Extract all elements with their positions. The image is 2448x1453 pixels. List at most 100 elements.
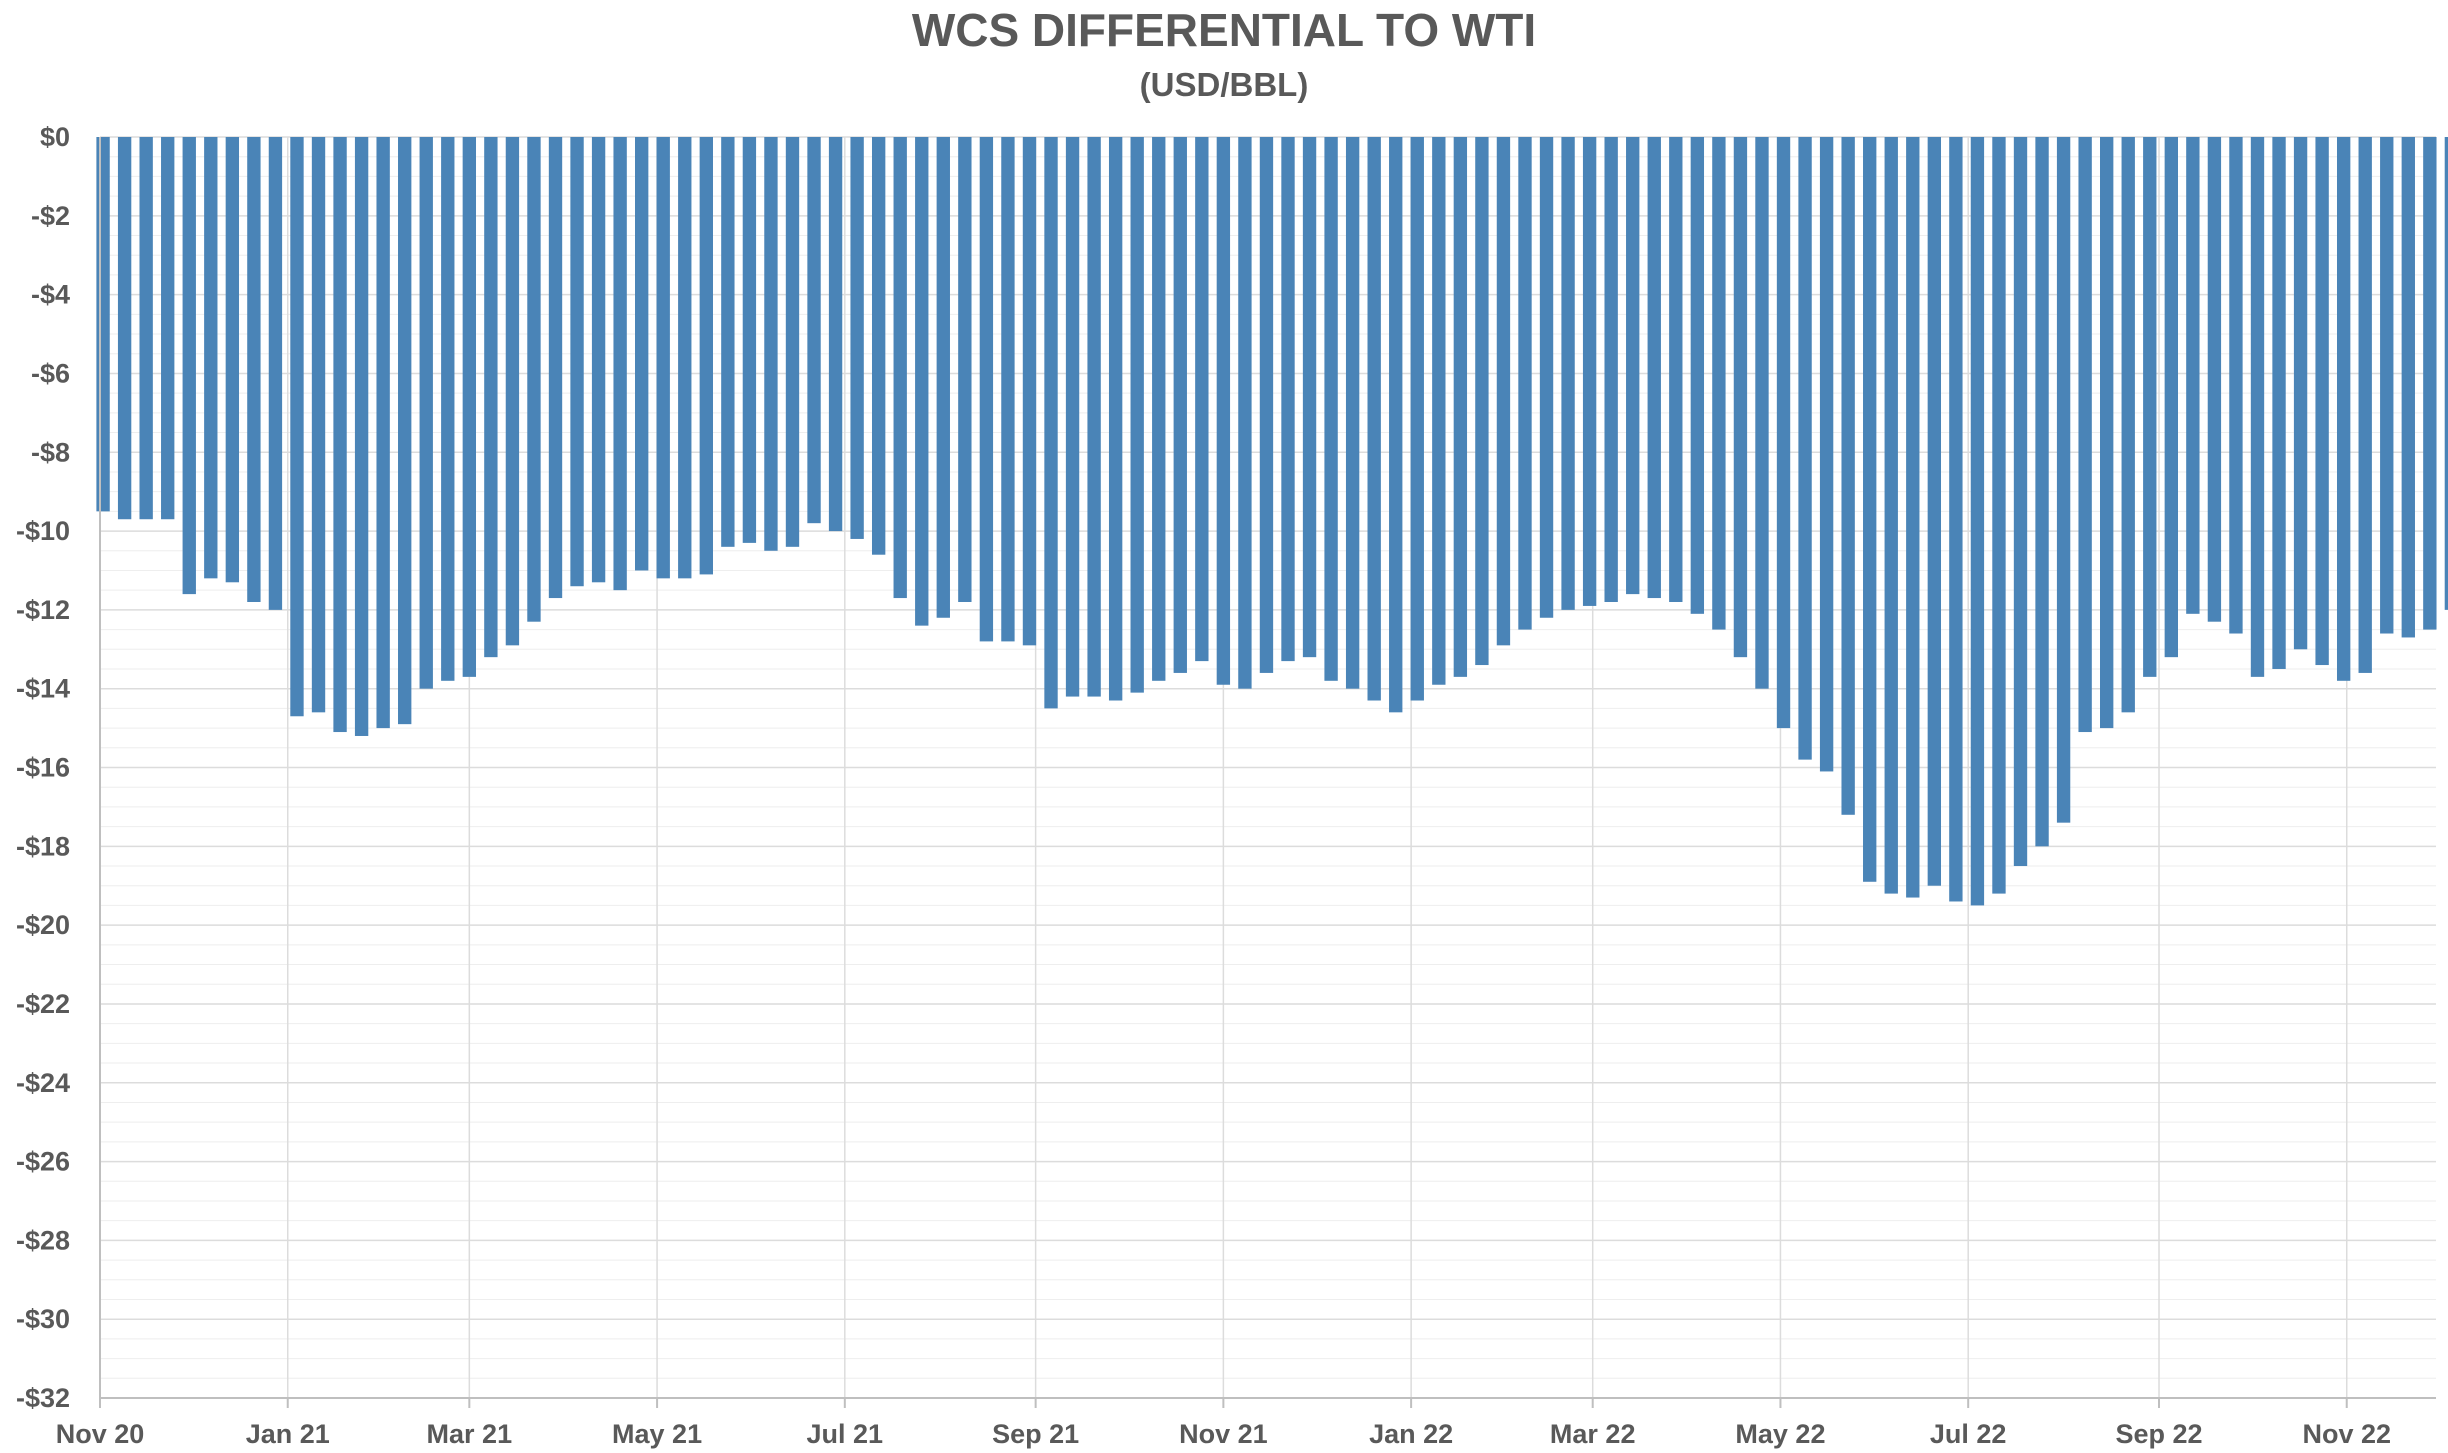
x-tick-label: Jul 21: [807, 1419, 884, 1449]
x-tick-label: Nov 21: [1179, 1419, 1268, 1449]
bar: [1906, 137, 1920, 898]
bar: [247, 137, 261, 602]
bar: [441, 137, 455, 681]
bar: [1410, 137, 1424, 701]
bar: [1087, 137, 1101, 697]
bar: [182, 137, 196, 595]
y-tick-label: -$2: [31, 201, 70, 231]
bar: [893, 137, 907, 599]
bar: [225, 137, 240, 583]
bar: [1324, 137, 1338, 681]
bar: [1582, 137, 1597, 606]
bar: [2100, 137, 2114, 729]
bar: [1345, 137, 1360, 689]
bar: [1863, 137, 1877, 882]
bar: [721, 137, 735, 547]
bar: [1496, 137, 1511, 646]
bar: [376, 137, 390, 729]
bar: [2358, 137, 2372, 673]
bar: [2423, 137, 2437, 630]
bar: [1669, 137, 1683, 602]
bar: [2207, 137, 2222, 622]
bar: [1841, 137, 1855, 815]
x-tick-label: Sep 22: [2115, 1419, 2202, 1449]
bar: [915, 137, 929, 626]
x-tick-label: Nov 20: [56, 1419, 145, 1449]
x-tick-label: Mar 21: [427, 1419, 513, 1449]
y-tick-label: -$18: [16, 831, 70, 861]
bar: [2121, 137, 2135, 713]
bar: [591, 137, 606, 583]
bar: [2164, 137, 2178, 658]
bar: [2035, 137, 2049, 847]
bar: [785, 137, 800, 547]
bar: [2056, 137, 2071, 823]
bar: [1281, 137, 1295, 662]
bar: [1238, 137, 1252, 689]
bars: [96, 137, 2448, 906]
axes: [99, 137, 2436, 1399]
bar: [1626, 137, 1640, 595]
bar: [1604, 137, 1618, 602]
bar: [1647, 137, 1661, 599]
bar: [333, 137, 347, 733]
x-tick-label: May 21: [612, 1419, 702, 1449]
bar: [2143, 137, 2157, 677]
x-tick-label: Jan 21: [246, 1419, 330, 1449]
bar: [1970, 137, 1985, 906]
bar: [161, 137, 175, 520]
y-tick-label: -$20: [16, 910, 70, 940]
bar: [1992, 137, 2006, 894]
bar: [2336, 137, 2351, 681]
bar: [2013, 137, 2028, 867]
bar: [354, 137, 369, 736]
bar: [462, 137, 477, 677]
bar: [699, 137, 713, 575]
x-tick-label: Mar 22: [1550, 1419, 1636, 1449]
chart-title: WCS DIFFERENTIAL TO WTI: [912, 4, 1536, 56]
bar: [1065, 137, 1080, 697]
bar: [613, 137, 627, 591]
bar: [635, 137, 649, 571]
y-tick-label: -$32: [16, 1383, 70, 1413]
bar: [398, 137, 412, 725]
bar: [2250, 137, 2265, 677]
bar: [979, 137, 994, 642]
bar: [2229, 137, 2243, 634]
bar: [1302, 137, 1317, 658]
bar: [1044, 137, 1058, 709]
bar: [656, 137, 670, 579]
bar: [139, 137, 153, 520]
bar: [1389, 137, 1403, 713]
bar: [570, 137, 584, 587]
x-tick-label: Nov 22: [2302, 1419, 2391, 1449]
bar: [419, 137, 433, 689]
bar: [1152, 137, 1166, 681]
y-tick-label: -$26: [16, 1147, 70, 1177]
bar: [764, 137, 778, 551]
x-tick-label: Sep 21: [992, 1419, 1079, 1449]
y-tick-label: $0: [40, 122, 70, 152]
x-axis-ticks: Nov 20 Jan 21 Mar 21 May 21 Jul 21 Sep 21 Nov …: [56, 1398, 2391, 1449]
bar: [1475, 137, 1489, 666]
y-tick-label: -$24: [16, 1068, 70, 1098]
y-axis-ticks: $0 -$2 -$4 -$6 -$8 -$10 -$12 -$14 -$16 -$18 -$20 -$…: [16, 122, 70, 1413]
y-tick-label: -$12: [16, 595, 70, 625]
bar: [484, 137, 498, 658]
bar: [1216, 137, 1231, 685]
bar: [527, 137, 541, 622]
bar: [1539, 137, 1554, 618]
x-tick-label: Jul 22: [1930, 1419, 2007, 1449]
bar: [1367, 137, 1381, 701]
bar: [1733, 137, 1748, 658]
bar: [1195, 137, 1209, 662]
bar: [1432, 137, 1446, 685]
bar: [1518, 137, 1532, 630]
y-tick-label: -$16: [16, 753, 70, 783]
chart-subtitle: (USD/BBL): [1140, 66, 1309, 103]
bar: [850, 137, 864, 539]
bar: [1884, 137, 1898, 894]
bar: [1001, 137, 1015, 642]
